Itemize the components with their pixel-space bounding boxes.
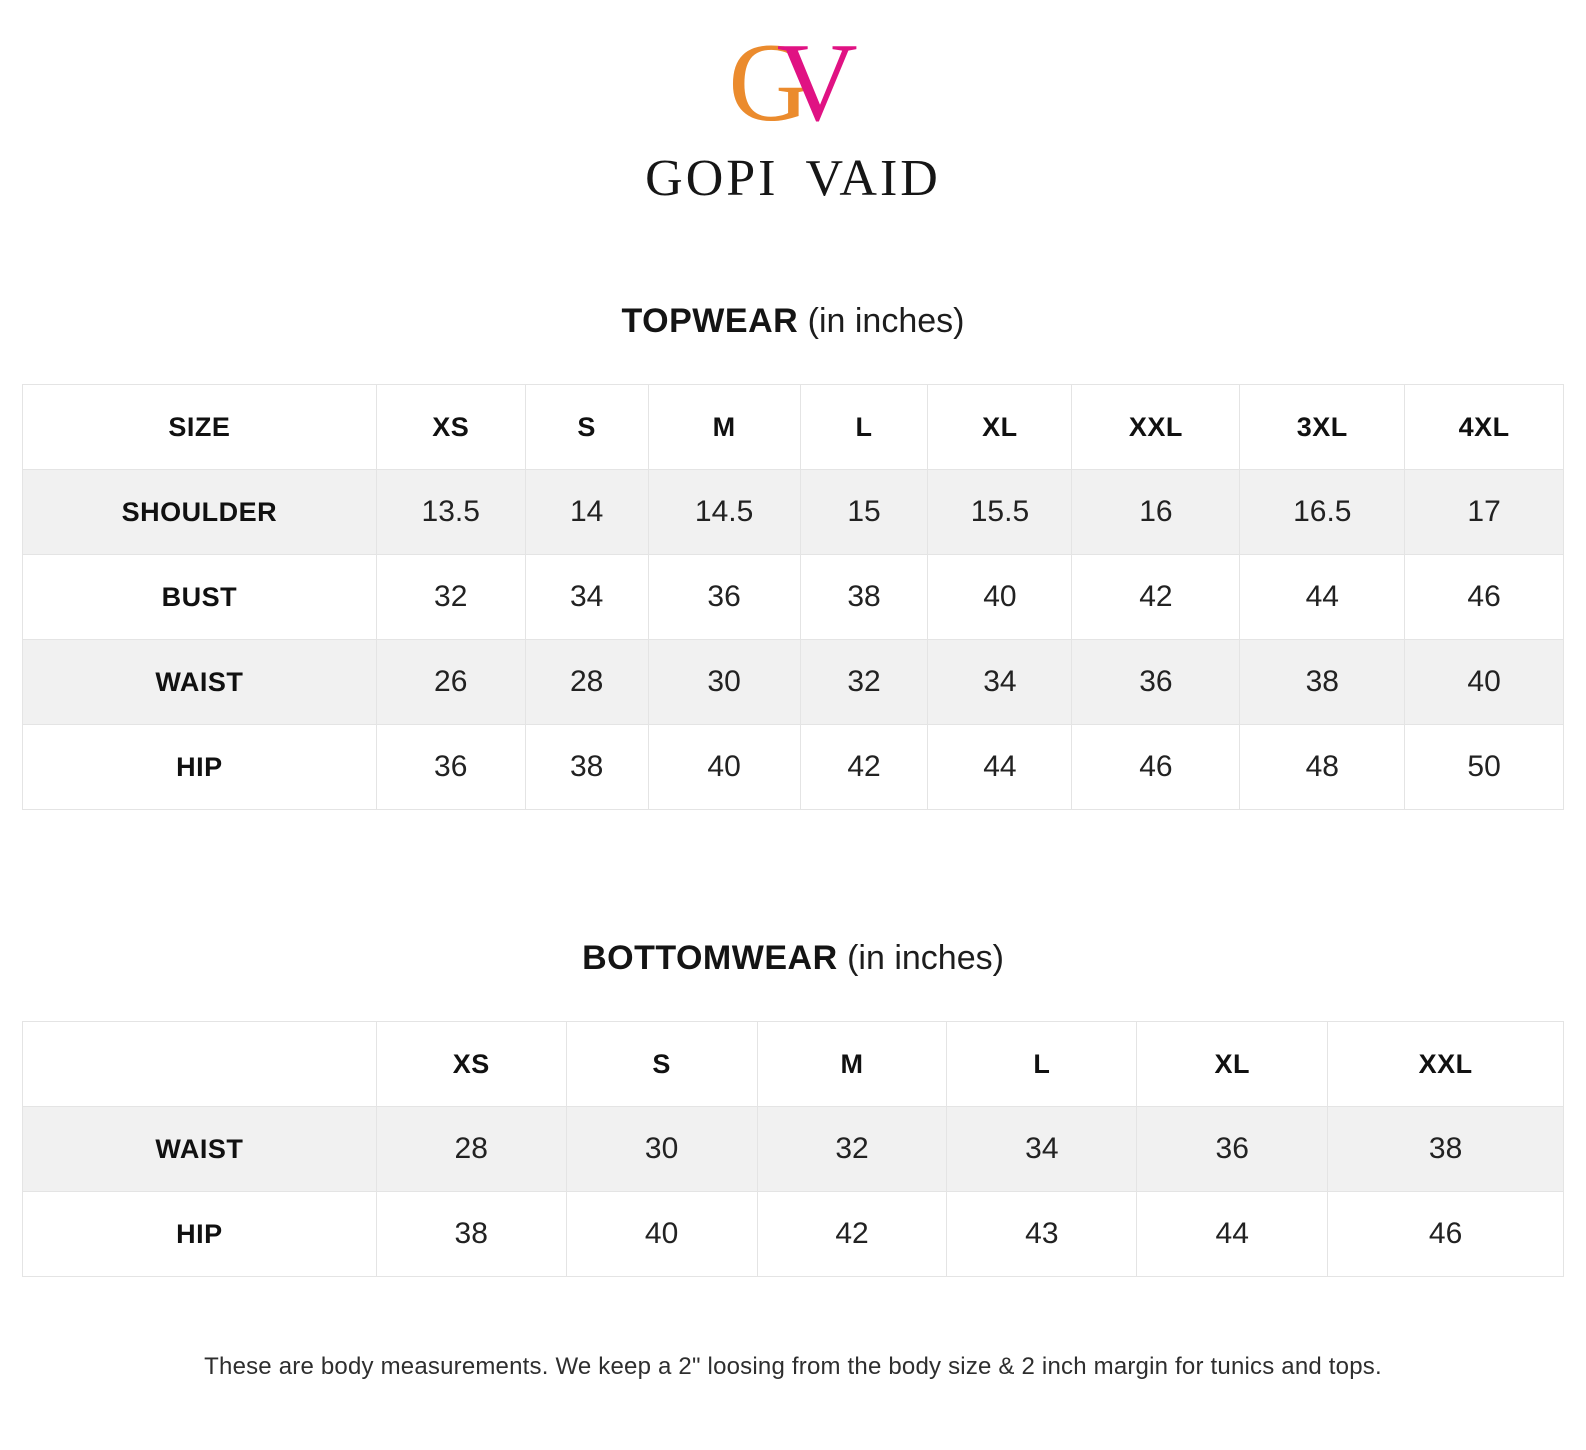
topwear-header-cell-s: S bbox=[524, 384, 649, 471]
topwear-row-label-waist: WAIST bbox=[22, 639, 377, 726]
topwear-value-cell: 34 bbox=[927, 639, 1073, 726]
topwear-title-units: (in inches) bbox=[807, 302, 965, 340]
topwear-header-cell-size: SIZE bbox=[22, 384, 377, 471]
topwear-header-row: SIZE XS S M L XL XXL 3XL 4XL bbox=[22, 384, 1564, 471]
bottomwear-header-cell-xl: XL bbox=[1136, 1021, 1329, 1108]
topwear-value-cell: 40 bbox=[927, 554, 1073, 641]
brand-monogram: GV bbox=[728, 27, 857, 139]
topwear-row-hip: HIP 36 38 40 42 44 46 48 50 bbox=[22, 724, 1564, 811]
bottomwear-row-waist: WAIST 28 30 32 34 36 38 bbox=[22, 1106, 1564, 1193]
bottomwear-value-cell: 43 bbox=[946, 1191, 1138, 1278]
bottomwear-value-cell: 46 bbox=[1327, 1191, 1564, 1278]
topwear-value-cell: 32 bbox=[375, 554, 526, 641]
topwear-value-cell: 44 bbox=[927, 724, 1073, 811]
topwear-row-label-bust: BUST bbox=[22, 554, 377, 641]
topwear-value-cell: 50 bbox=[1404, 724, 1564, 811]
bottomwear-value-cell: 28 bbox=[375, 1106, 567, 1193]
bottomwear-header-row: XS S M L XL XXL bbox=[22, 1021, 1564, 1108]
bottomwear-row-label-hip: HIP bbox=[22, 1191, 377, 1278]
topwear-row-shoulder: SHOULDER 13.5 14 14.5 15 15.5 16 16.5 17 bbox=[22, 469, 1564, 556]
topwear-value-cell: 14.5 bbox=[647, 469, 801, 556]
bottomwear-size-table: XS S M L XL XXL WAIST 28 30 32 34 36 38 HIP 38 40 42 43 4… bbox=[22, 1021, 1564, 1278]
topwear-value-cell: 15 bbox=[799, 469, 929, 556]
bottomwear-value-cell: 30 bbox=[565, 1106, 758, 1193]
topwear-value-cell: 40 bbox=[1404, 639, 1564, 726]
topwear-header-cell-xxl: XXL bbox=[1071, 384, 1241, 471]
topwear-value-cell: 28 bbox=[524, 639, 649, 726]
bottomwear-row-hip: HIP 38 40 42 43 44 46 bbox=[22, 1191, 1564, 1278]
topwear-value-cell: 14 bbox=[524, 469, 649, 556]
bottomwear-value-cell: 34 bbox=[946, 1106, 1138, 1193]
topwear-value-cell: 17 bbox=[1404, 469, 1564, 556]
bottomwear-value-cell: 36 bbox=[1136, 1106, 1329, 1193]
bottomwear-title-text: BOTTOMWEAR bbox=[582, 939, 838, 978]
topwear-value-cell: 38 bbox=[799, 554, 929, 641]
topwear-value-cell: 30 bbox=[647, 639, 801, 726]
topwear-value-cell: 36 bbox=[647, 554, 801, 641]
bottomwear-value-cell: 42 bbox=[756, 1191, 948, 1278]
bottomwear-row-label-waist: WAIST bbox=[22, 1106, 377, 1193]
topwear-value-cell: 42 bbox=[1071, 554, 1241, 641]
bottomwear-table-wrap: XS S M L XL XXL WAIST 28 30 32 34 36 38 HIP 38 40 42 43 4… bbox=[0, 1021, 1586, 1278]
topwear-row-waist: WAIST 26 28 30 32 34 36 38 40 bbox=[22, 639, 1564, 726]
measurement-note: These are body measurements. We keep a 2… bbox=[204, 1353, 1382, 1381]
topwear-header-cell-m: M bbox=[647, 384, 801, 471]
bottomwear-header-cell-xs: XS bbox=[375, 1021, 567, 1108]
topwear-value-cell: 26 bbox=[375, 639, 526, 726]
bottomwear-header-cell-blank bbox=[22, 1021, 377, 1108]
topwear-title-text: TOPWEAR bbox=[621, 302, 799, 340]
topwear-value-cell: 32 bbox=[799, 639, 929, 726]
topwear-header-cell-3xl: 3XL bbox=[1239, 384, 1406, 471]
topwear-value-cell: 16 bbox=[1071, 469, 1241, 556]
topwear-table-wrap: SIZE XS S M L XL XXL 3XL 4XL SHOULDER 13.5 14 14.5 1… bbox=[0, 384, 1586, 811]
topwear-row-bust: BUST 32 34 36 38 40 42 44 46 bbox=[22, 554, 1564, 641]
topwear-row-label-hip: HIP bbox=[22, 724, 377, 811]
topwear-value-cell: 16.5 bbox=[1239, 469, 1406, 556]
topwear-value-cell: 36 bbox=[375, 724, 526, 811]
topwear-header-cell-l: L bbox=[799, 384, 929, 471]
topwear-header-cell-4xl: 4XL bbox=[1404, 384, 1564, 471]
bottomwear-value-cell: 38 bbox=[1327, 1106, 1564, 1193]
topwear-value-cell: 40 bbox=[647, 724, 801, 811]
monogram-letter-v: V bbox=[776, 21, 858, 145]
topwear-row-label-shoulder: SHOULDER bbox=[22, 469, 377, 556]
bottomwear-value-cell: 38 bbox=[375, 1191, 567, 1278]
topwear-value-cell: 46 bbox=[1404, 554, 1564, 641]
title-space bbox=[838, 939, 847, 977]
topwear-value-cell: 15.5 bbox=[927, 469, 1073, 556]
bottomwear-title-units: (in inches) bbox=[847, 939, 1004, 978]
bottomwear-section-title: BOTTOMWEAR (in inches) bbox=[0, 938, 1586, 978]
topwear-value-cell: 36 bbox=[1071, 639, 1241, 726]
bottomwear-value-cell: 32 bbox=[756, 1106, 948, 1193]
topwear-header-cell-xs: XS bbox=[375, 384, 526, 471]
bottomwear-header-cell-s: S bbox=[565, 1021, 758, 1108]
topwear-value-cell: 34 bbox=[524, 554, 649, 641]
topwear-value-cell: 46 bbox=[1071, 724, 1241, 811]
topwear-value-cell: 42 bbox=[799, 724, 929, 811]
title-space bbox=[798, 302, 807, 340]
topwear-section-title: TOPWEAR (in inches) bbox=[0, 301, 1586, 341]
brand-name: GOPI VAID bbox=[645, 150, 941, 207]
topwear-value-cell: 48 bbox=[1239, 724, 1406, 811]
bottomwear-header-cell-m: M bbox=[756, 1021, 948, 1108]
topwear-value-cell: 38 bbox=[1239, 639, 1406, 726]
bottomwear-header-cell-xxl: XXL bbox=[1327, 1021, 1564, 1108]
topwear-size-table: SIZE XS S M L XL XXL 3XL 4XL SHOULDER 13.5 14 14.5 1… bbox=[22, 384, 1564, 811]
topwear-value-cell: 38 bbox=[524, 724, 649, 811]
topwear-value-cell: 13.5 bbox=[375, 469, 526, 556]
brand-logo: GV GOPI VAID bbox=[0, 0, 1586, 205]
bottomwear-value-cell: 40 bbox=[565, 1191, 758, 1278]
topwear-value-cell: 44 bbox=[1239, 554, 1406, 641]
bottomwear-header-cell-l: L bbox=[946, 1021, 1138, 1108]
monogram-letter-g: G bbox=[728, 21, 810, 145]
bottomwear-value-cell: 44 bbox=[1136, 1191, 1329, 1278]
topwear-header-cell-xl: XL bbox=[927, 384, 1073, 471]
